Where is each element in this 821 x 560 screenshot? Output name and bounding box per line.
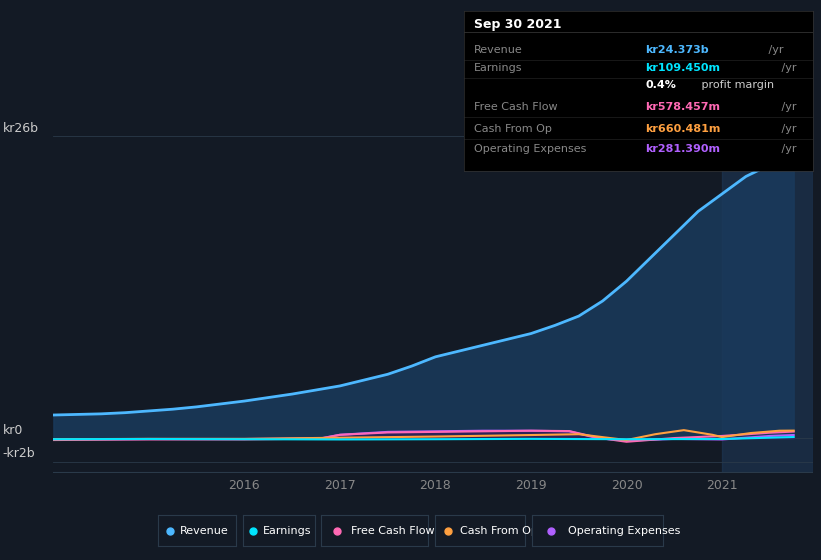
Text: /yr: /yr bbox=[778, 102, 796, 112]
Bar bbox=[722, 101, 813, 473]
Text: -kr2b: -kr2b bbox=[2, 447, 35, 460]
Text: Sep 30 2021: Sep 30 2021 bbox=[475, 18, 562, 31]
Text: kr26b: kr26b bbox=[2, 122, 39, 134]
Text: Cash From Op: Cash From Op bbox=[475, 124, 553, 133]
Text: Free Cash Flow: Free Cash Flow bbox=[351, 526, 435, 535]
Text: Earnings: Earnings bbox=[475, 63, 523, 73]
Text: /yr: /yr bbox=[778, 63, 796, 73]
Text: Revenue: Revenue bbox=[180, 526, 228, 535]
Text: profit margin: profit margin bbox=[699, 81, 774, 90]
Text: Cash From Op: Cash From Op bbox=[460, 526, 538, 535]
Text: kr578.457m: kr578.457m bbox=[645, 102, 720, 112]
Text: 0.4%: 0.4% bbox=[645, 81, 677, 90]
Text: kr109.450m: kr109.450m bbox=[645, 63, 720, 73]
Text: Operating Expenses: Operating Expenses bbox=[568, 526, 681, 535]
Text: Revenue: Revenue bbox=[475, 44, 523, 54]
Text: Free Cash Flow: Free Cash Flow bbox=[475, 102, 558, 112]
Text: /yr: /yr bbox=[764, 44, 783, 54]
Text: kr24.373b: kr24.373b bbox=[645, 44, 709, 54]
Text: kr660.481m: kr660.481m bbox=[645, 124, 721, 133]
Text: /yr: /yr bbox=[778, 124, 796, 133]
Text: kr281.390m: kr281.390m bbox=[645, 144, 720, 154]
Text: /yr: /yr bbox=[778, 144, 796, 154]
Text: Earnings: Earnings bbox=[263, 526, 311, 535]
Text: kr0: kr0 bbox=[2, 424, 23, 437]
Text: Operating Expenses: Operating Expenses bbox=[475, 144, 587, 154]
